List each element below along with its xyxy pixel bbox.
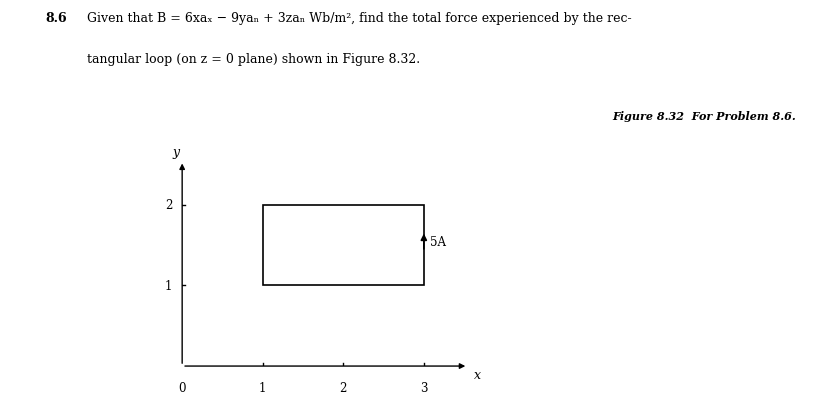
Bar — [262, 205, 423, 286]
Text: 5A: 5A — [430, 235, 446, 248]
Text: Figure 8.32  For Problem 8.6.: Figure 8.32 For Problem 8.6. — [612, 110, 796, 121]
Text: 1: 1 — [259, 381, 266, 393]
Text: 2: 2 — [339, 381, 347, 393]
Text: 3: 3 — [419, 381, 427, 393]
Text: Given that B = 6xaₓ − 9yaₙ + 3zaₙ Wb/m², find the total force experienced by the: Given that B = 6xaₓ − 9yaₙ + 3zaₙ Wb/m²,… — [87, 12, 631, 25]
Text: y: y — [172, 146, 179, 159]
Text: 8.6: 8.6 — [45, 12, 67, 25]
Text: 0: 0 — [178, 381, 186, 393]
Text: 2: 2 — [165, 199, 172, 212]
Text: 1: 1 — [165, 279, 172, 292]
Text: tangular loop (on z = 0 plane) shown in Figure 8.32.: tangular loop (on z = 0 plane) shown in … — [87, 53, 419, 66]
Text: x: x — [473, 368, 480, 381]
